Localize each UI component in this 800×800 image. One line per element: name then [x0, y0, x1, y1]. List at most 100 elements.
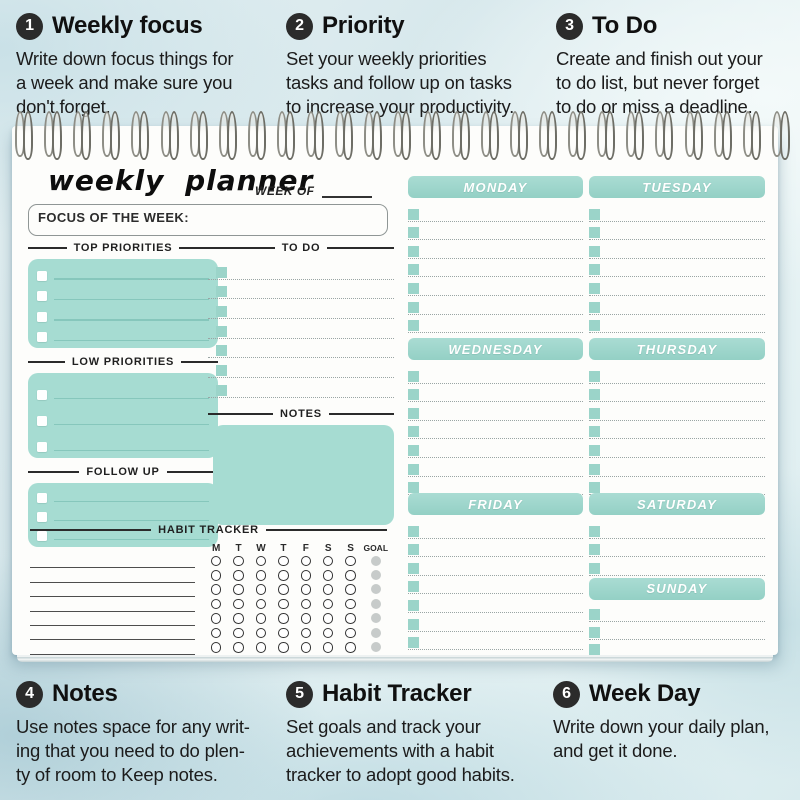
habit-check-circles	[205, 597, 362, 611]
habit-circle-icon	[255, 570, 267, 581]
day-task-row	[408, 365, 583, 384]
day-task-row	[408, 259, 583, 278]
divider-line	[28, 361, 65, 363]
day-section-thursday: THURSDAY	[589, 338, 765, 496]
habit-check-circles	[205, 583, 362, 597]
day-task-row	[408, 594, 583, 613]
habit-cell	[227, 626, 249, 640]
write-line	[54, 538, 209, 540]
spiral-coil-icon	[684, 111, 703, 160]
habit-cell	[295, 640, 317, 654]
habit-cell	[272, 626, 294, 640]
day-label-s: S	[324, 542, 332, 554]
to-do-row	[208, 280, 394, 300]
focus-of-week-box: FOCUS OF THE WEEK:	[28, 204, 388, 236]
spiral-coil-icon	[568, 111, 587, 160]
day-header: WEDNESDAY	[408, 338, 583, 360]
day-task-row	[589, 296, 765, 315]
habit-cell	[250, 597, 272, 611]
habit-circle-icon	[322, 555, 334, 567]
habit-cell	[272, 597, 294, 611]
callout-to-do: 3 To Do Create and finish out your to do…	[556, 12, 798, 119]
day-rows	[589, 203, 765, 334]
habit-circle-icon	[210, 555, 222, 567]
habit-cell	[295, 568, 317, 582]
day-task-row	[589, 222, 765, 241]
habit-cell	[205, 640, 227, 654]
goal-dot-icon	[370, 613, 381, 624]
day-task-row	[589, 458, 765, 477]
number-badge-4-icon: 4	[16, 680, 43, 708]
divider-line	[265, 529, 387, 531]
habit-cell	[339, 583, 361, 597]
habit-check-circles	[205, 626, 362, 640]
habit-cell	[227, 640, 249, 654]
priority-row	[37, 303, 209, 324]
callout-title-text: To Do	[592, 12, 658, 39]
day-section-monday: MONDAY	[408, 176, 583, 334]
write-line	[54, 519, 209, 521]
habit-day-labels: M T W T F S S GOAL	[30, 542, 388, 554]
habit-row	[30, 554, 390, 569]
day-task-row	[408, 613, 583, 632]
habit-circle-icon	[300, 570, 311, 581]
habit-circle-icon	[300, 613, 311, 624]
habit-circle-icon	[345, 570, 356, 581]
day-task-row	[589, 557, 765, 576]
number-badge-3-icon: 3	[556, 12, 583, 40]
habit-cell	[205, 626, 227, 640]
habit-row	[30, 597, 387, 612]
day-header-sunday: SUNDAY	[589, 577, 765, 600]
habit-cell	[205, 568, 227, 582]
bullet-square-icon	[216, 384, 227, 396]
habit-circle-icon	[322, 642, 334, 653]
callout-body: Set goals and track your achievements wi…	[286, 716, 515, 786]
habit-circle-icon	[278, 598, 289, 610]
habit-name-line	[30, 626, 195, 641]
bullet-square-icon	[589, 282, 600, 294]
habit-circle-icon	[300, 642, 311, 653]
callout-title: 3 To Do	[556, 12, 798, 40]
bullet-square-icon	[216, 345, 227, 357]
callout-weekly-focus: 1 Weekly focus Write down focus things f…	[16, 12, 280, 119]
callout-title: 4 Notes	[16, 680, 288, 708]
habit-circle-icon	[255, 642, 267, 653]
day-task-row	[589, 365, 765, 384]
todo-notes-column: TO DO	[208, 242, 395, 525]
day-rows-sunday	[589, 605, 765, 658]
bullet-square-icon	[408, 282, 419, 294]
spiral-coil-icon	[160, 111, 179, 160]
day-task-row	[589, 439, 765, 458]
spiral-coil-icon	[73, 111, 92, 160]
spiral-coil-icon	[422, 111, 441, 160]
priority-row	[37, 402, 209, 428]
day-task-row	[408, 240, 583, 259]
day-label-f: F	[302, 542, 309, 554]
goal-dot-icon	[370, 584, 381, 595]
follow-up-row	[37, 524, 209, 543]
checkbox-icon	[37, 332, 47, 342]
spiral-coil-icon	[306, 111, 325, 160]
habit-cell	[272, 640, 294, 654]
habit-cell	[339, 612, 361, 626]
checkbox-icon	[37, 416, 47, 426]
habit-row	[30, 640, 387, 655]
habit-cell	[227, 612, 249, 626]
callout-title-text: Priority	[322, 12, 405, 39]
habit-tracker-section: HABIT TRACKER M T W T F S S GOAL	[30, 524, 390, 655]
write-line	[54, 500, 209, 502]
habit-circle-icon	[233, 613, 244, 624]
checkbox-icon	[37, 493, 47, 503]
spiral-coil-icon	[335, 111, 354, 160]
bullet-square-icon	[408, 581, 419, 593]
bullet-square-icon	[408, 227, 419, 239]
habit-cell	[317, 612, 339, 626]
bullet-square-icon	[589, 301, 600, 313]
day-header: FRIDAY	[408, 493, 583, 515]
habit-row	[30, 568, 387, 583]
habit-circle-icon	[210, 598, 222, 610]
checkbox-icon	[37, 512, 47, 522]
day-task-row	[589, 520, 765, 539]
goal-cell	[362, 554, 390, 568]
to-do-label: TO DO	[281, 242, 321, 254]
